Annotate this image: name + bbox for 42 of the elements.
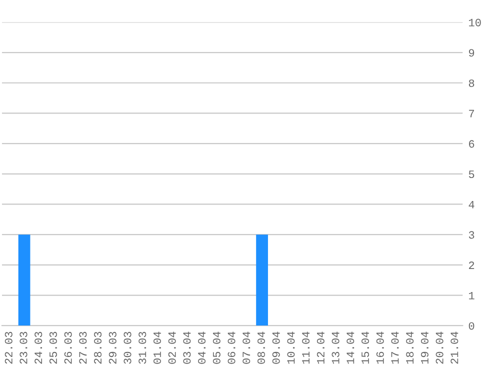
x-tick-label: 05.04: [212, 332, 220, 364]
y-tick-label: 7: [469, 110, 474, 118]
y-tick-label: 4: [468, 200, 474, 208]
y-tick-label: 10: [469, 18, 481, 26]
x-tick-label: 12.04: [316, 332, 324, 364]
x-tick-label: 15.04: [361, 332, 370, 364]
x-tick-label: 17.04: [391, 332, 399, 364]
x-tick-label: 11.04: [302, 332, 310, 364]
x-tick-label: 03.04: [183, 332, 191, 364]
x-tick-label: 01.04: [153, 332, 161, 364]
y-tick-label: 0: [468, 322, 474, 330]
x-tick-label: 26.03: [64, 332, 72, 364]
y-tick-label: 3: [468, 231, 474, 239]
x-tick-label: 13.04: [332, 332, 340, 364]
x-tick-label: 02.04: [168, 332, 176, 364]
y-tick-label: 9: [468, 49, 474, 57]
y-tick-label: 5: [468, 170, 474, 178]
x-tick-label: 08.04: [257, 332, 266, 364]
x-tick-label: 25.03: [49, 332, 57, 364]
y-tick-label: 1: [469, 292, 474, 300]
x-tick-label: 31.03: [138, 332, 146, 364]
x-tick-label: 27.03: [79, 332, 87, 364]
x-tick-label: 20.04: [436, 332, 444, 364]
x-tick-label: 23.03: [20, 332, 28, 364]
x-tick-label: 16.04: [376, 332, 384, 364]
x-tick-label: 10.04: [287, 332, 295, 364]
x-tick-label: 09.04: [272, 332, 280, 364]
x-tick-label: 14.04: [346, 332, 354, 364]
x-tick-label: 24.03: [34, 332, 42, 364]
x-tick-label: 06.04: [228, 332, 236, 364]
x-tick-label: 22.03: [4, 332, 12, 364]
x-tick-label: 19.04: [420, 332, 428, 364]
x-tick-label: 07.04: [242, 332, 250, 364]
y-tick-label: 6: [469, 140, 474, 148]
x-tick-label: 28.03: [94, 332, 102, 364]
y-tick-label: 2: [468, 262, 474, 269]
x-tick-label: 21.04: [450, 332, 458, 364]
x-tick-label: 18.04: [406, 332, 414, 364]
x-tick-label: 04.04: [198, 332, 206, 364]
y-tick-label: 8: [468, 79, 474, 88]
x-tick-label: 30.03: [124, 332, 132, 364]
x-tick-label: 29.03: [108, 332, 116, 364]
